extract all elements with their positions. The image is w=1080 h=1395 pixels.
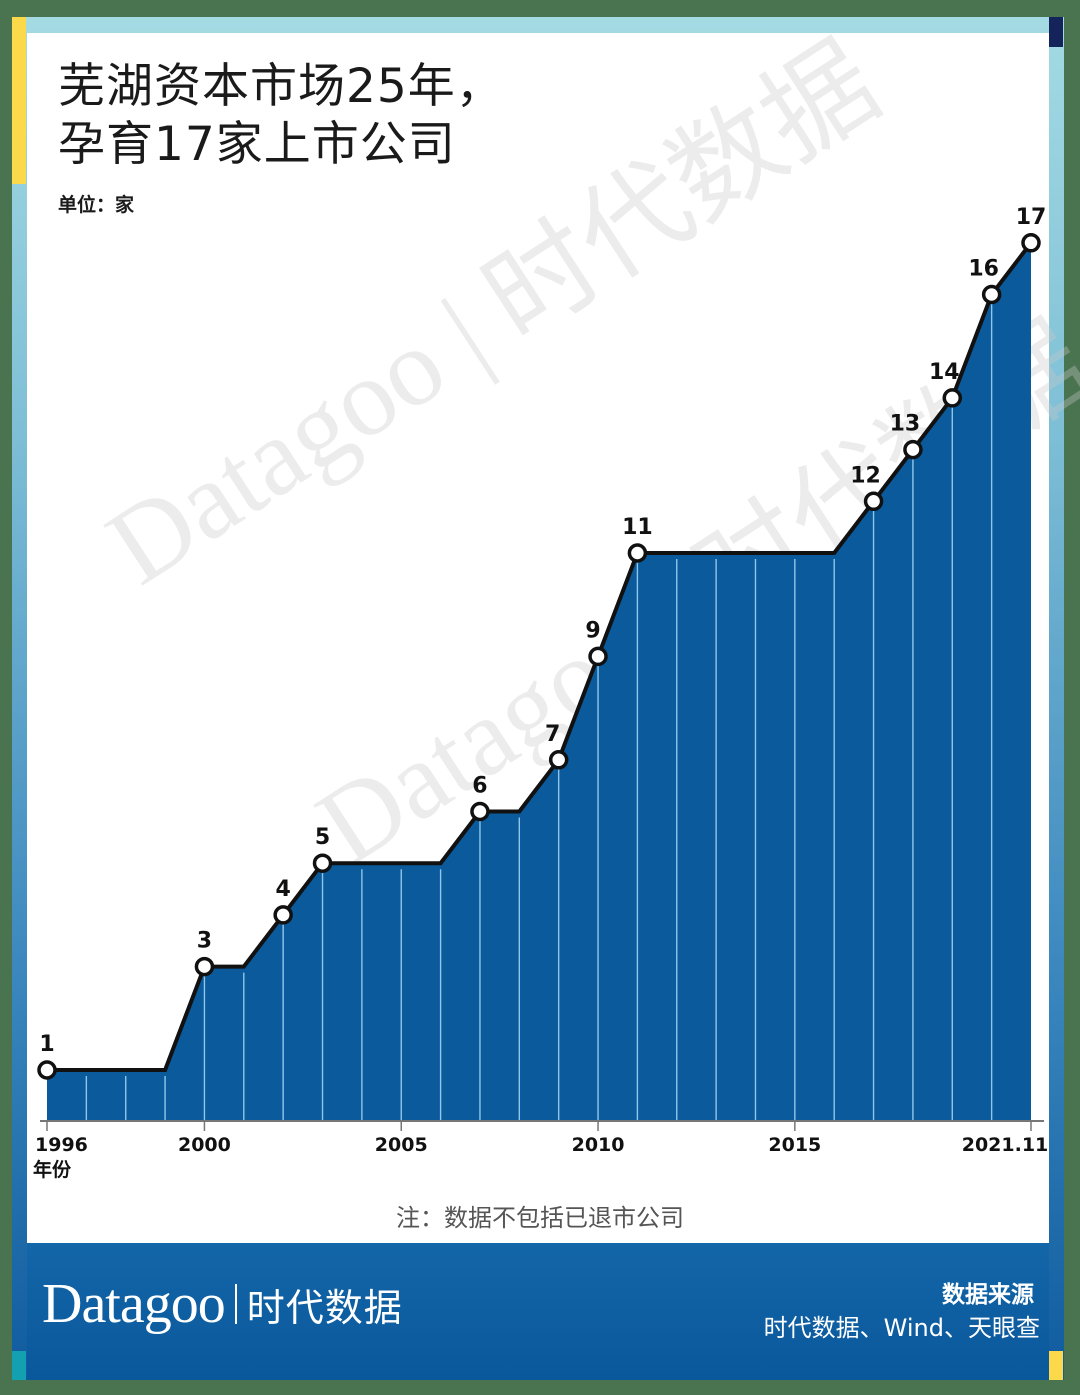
data-point-label: 3 bbox=[197, 929, 212, 954]
title-line-2: 孕育17家上市公司 bbox=[58, 117, 456, 172]
brand-latin: Datagoo bbox=[42, 1273, 226, 1335]
chart-title: 芜湖资本市场25年， 孕育17家上市公司 bbox=[58, 58, 504, 174]
data-point-label: 16 bbox=[968, 257, 999, 282]
accent-bar-yellow-bottom-right bbox=[1049, 1351, 1063, 1380]
x-tick-label: 1996 bbox=[35, 1134, 88, 1156]
data-point-label: 13 bbox=[890, 412, 921, 437]
x-tick-label: 2005 bbox=[375, 1134, 428, 1156]
x-tick-label: 2015 bbox=[768, 1134, 821, 1156]
accent-bar-yellow-top-left bbox=[12, 17, 26, 184]
x-axis-label: 年份 bbox=[33, 1158, 72, 1181]
x-tick-label: 2010 bbox=[572, 1134, 625, 1156]
data-point-label: 17 bbox=[1016, 205, 1047, 230]
x-tick-label: 2021.11 bbox=[962, 1134, 1049, 1156]
data-point-label: 4 bbox=[276, 877, 291, 902]
data-point-label: 7 bbox=[545, 722, 560, 747]
data-point-label: 9 bbox=[585, 618, 600, 643]
title-line-1: 芜湖资本市场25年， bbox=[58, 59, 504, 114]
data-point-marker bbox=[942, 388, 963, 408]
brand-cn: 时代数据 bbox=[246, 1285, 403, 1330]
accent-bar-navy-top-right bbox=[1049, 17, 1063, 47]
footnote: 注：数据不包括已退市公司 bbox=[396, 1204, 684, 1232]
x-tick-label: 2000 bbox=[178, 1134, 231, 1156]
source-title: 数据来源 bbox=[942, 1282, 1034, 1308]
data-point-label: 12 bbox=[850, 463, 881, 488]
data-point-marker bbox=[37, 1060, 57, 1080]
data-point-marker bbox=[627, 543, 648, 563]
data-point-marker bbox=[863, 491, 884, 512]
accent-bar-teal-bottom-left bbox=[12, 1351, 26, 1380]
data-point-label: 1 bbox=[39, 1032, 54, 1057]
brand-divider bbox=[234, 1284, 237, 1324]
data-point-marker bbox=[273, 905, 293, 925]
unit-label: 单位：家 bbox=[58, 194, 135, 216]
data-point-marker bbox=[312, 853, 333, 873]
source-text: 时代数据、Wind、天眼查 bbox=[763, 1314, 1040, 1342]
data-point-marker bbox=[548, 750, 569, 770]
data-point-label: 11 bbox=[622, 515, 653, 540]
data-point-marker bbox=[470, 801, 490, 822]
data-point-label: 14 bbox=[929, 360, 960, 385]
data-point-marker bbox=[903, 439, 923, 460]
data-point-marker bbox=[588, 646, 608, 667]
data-point-marker bbox=[981, 284, 1002, 305]
data-point-marker bbox=[194, 956, 215, 977]
data-point-label: 5 bbox=[315, 825, 330, 850]
data-point-label: 6 bbox=[472, 774, 487, 799]
footer-band bbox=[27, 1243, 1049, 1380]
brand-logo: Datagoo 时代数据 bbox=[42, 1272, 403, 1336]
area-fill bbox=[47, 242, 1031, 1122]
data-point-marker bbox=[1021, 233, 1041, 253]
